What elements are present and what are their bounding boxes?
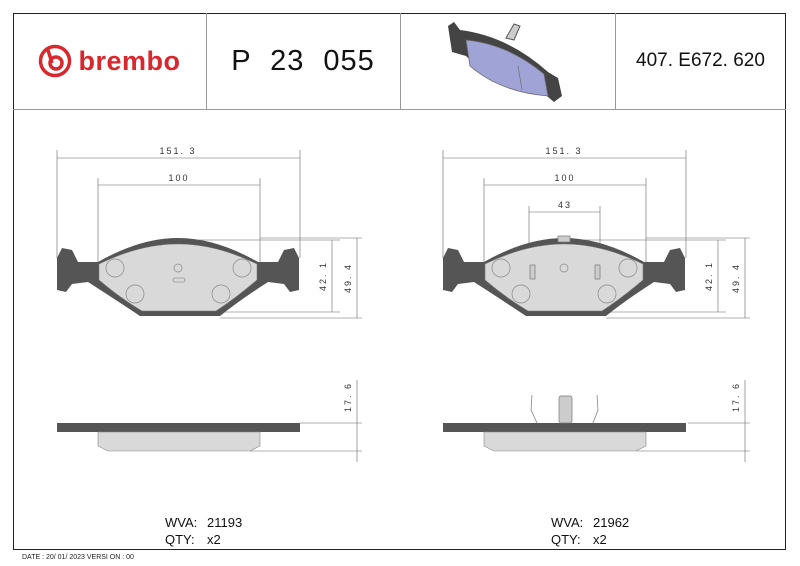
left-pad-front-view [56, 237, 300, 317]
sheet-frame [13, 13, 786, 550]
dim-height-overall: 49. 4 [343, 263, 353, 293]
brand-name: brembo [78, 45, 181, 76]
reference-number: 407. E672. 620 [636, 50, 765, 71]
dim-height-inner: 42. 1 [318, 261, 328, 291]
brembo-disc-icon [39, 44, 72, 78]
reference-cell: 407. E672. 620 [615, 13, 786, 110]
right-pad-front-view [442, 237, 686, 317]
dim-clip-width: 43 [558, 200, 572, 210]
part-number-cell: P 23 055 [206, 13, 400, 110]
right-pad-clip [529, 235, 601, 424]
right-pad-side-view [442, 422, 687, 452]
dim-width-inner: 100 [168, 173, 189, 183]
brembo-logo: brembo [38, 44, 180, 78]
right-qty: QTY: x2 [551, 532, 607, 547]
brake-pad-render [447, 22, 562, 102]
left-qty: QTY: x2 [165, 532, 221, 547]
dim-width-inner: 100 [554, 173, 575, 183]
dim-thickness: 17. 6 [731, 382, 741, 412]
footer-date-version: DATE : 20/ 01/ 2023 VERSI ON : 00 [22, 554, 134, 561]
dim-width-overall: 151. 3 [159, 146, 196, 156]
dim-height-overall: 49. 4 [731, 263, 741, 293]
dim-width-overall: 151. 3 [545, 146, 582, 156]
left-wva: WVA: 21193 [165, 515, 243, 530]
brand-cell: brembo [13, 13, 206, 110]
dim-height-inner: 42. 1 [704, 261, 714, 291]
part-number: P 23 055 [231, 44, 375, 77]
left-pad-side-view [56, 422, 301, 452]
dim-thickness: 17. 6 [343, 382, 353, 412]
product-image-cell [400, 13, 615, 110]
right-wva: WVA: 21962 [551, 515, 630, 530]
